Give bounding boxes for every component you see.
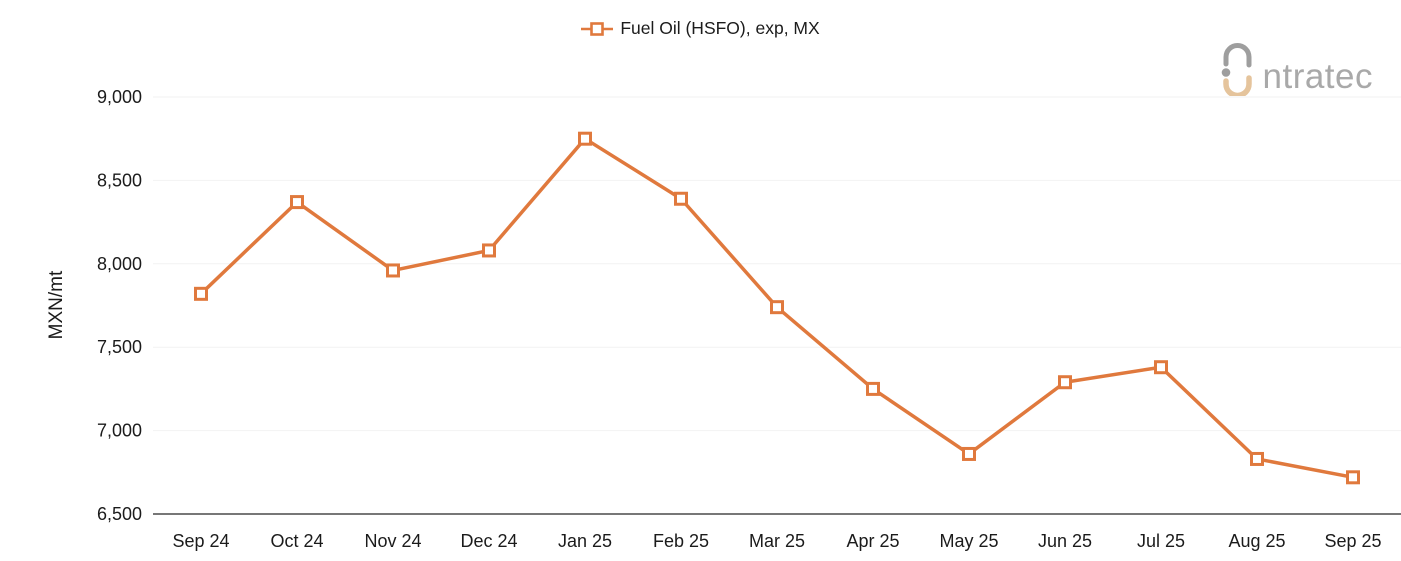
y-tick-label: 7,500 [97, 337, 142, 357]
x-tick-label: May 25 [939, 531, 998, 551]
data-point-marker [1154, 360, 1168, 375]
x-tick-label: Mar 25 [749, 531, 805, 551]
x-tick-label: Oct 24 [270, 531, 323, 551]
data-point-marker [1346, 470, 1360, 485]
legend-item-fuel-oil[interactable]: Fuel Oil (HSFO), exp, MX [581, 18, 820, 39]
y-tick-label: 8,500 [97, 170, 142, 190]
intratec-logo: ntratec [1215, 40, 1374, 96]
data-point-marker [770, 300, 784, 315]
legend: Fuel Oil (HSFO), exp, MX [0, 18, 1401, 39]
intratec-logo-text: ntratec [1262, 57, 1373, 96]
x-tick-label: Sep 24 [172, 531, 229, 551]
data-point-marker [578, 131, 592, 146]
data-point-marker [194, 286, 208, 301]
data-point-marker [1058, 375, 1072, 390]
x-tick-label: Aug 25 [1228, 531, 1285, 551]
y-tick-label: 8,000 [97, 254, 142, 274]
data-point-marker [290, 195, 304, 210]
legend-marker-icon [581, 21, 614, 36]
data-point-marker [674, 191, 688, 206]
intratec-logo-mark [1221, 43, 1252, 96]
x-tick-label: Apr 25 [846, 531, 899, 551]
y-tick-label: 7,000 [97, 421, 142, 441]
x-tick-label: Nov 24 [364, 531, 421, 551]
x-tick-label: Dec 24 [460, 531, 517, 551]
y-tick-label: 6,500 [97, 504, 142, 524]
data-point-marker [962, 446, 976, 461]
x-tick-label: Feb 25 [653, 531, 709, 551]
data-point-marker [866, 381, 880, 396]
x-tick-label: Jun 25 [1038, 531, 1092, 551]
x-tick-label: Sep 25 [1324, 531, 1381, 551]
data-point-marker [386, 263, 400, 278]
y-tick-label: 9,000 [97, 87, 142, 107]
y-axis-title: MXN/mt [46, 270, 67, 339]
x-tick-label: Jul 25 [1137, 531, 1185, 551]
data-point-marker [1250, 451, 1264, 466]
legend-item-label: Fuel Oil (HSFO), exp, MX [620, 18, 820, 38]
x-tick-label: Jan 25 [558, 531, 612, 551]
data-point-marker [482, 243, 496, 258]
